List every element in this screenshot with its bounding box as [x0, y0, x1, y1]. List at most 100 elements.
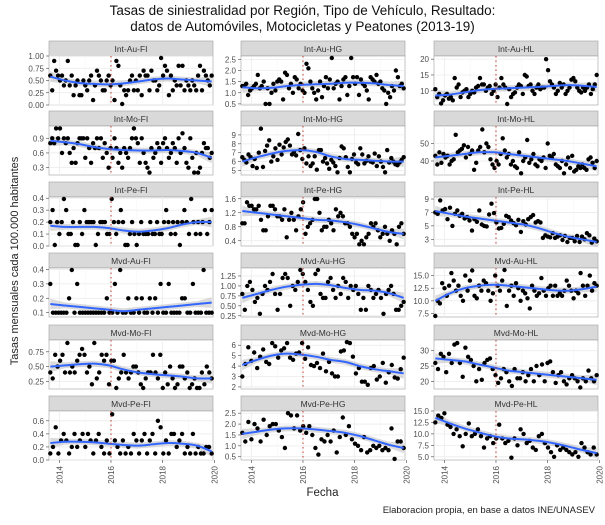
y-tick-label: 5	[425, 222, 430, 231]
data-point	[73, 83, 78, 88]
data-point	[125, 155, 131, 160]
data-point	[145, 73, 150, 78]
data-point	[543, 165, 548, 171]
data-point	[336, 214, 341, 219]
data-point	[533, 447, 538, 453]
data-point	[349, 437, 355, 442]
data-point	[195, 73, 201, 78]
data-point	[514, 165, 520, 171]
data-point	[358, 448, 364, 453]
data-point	[518, 229, 524, 235]
data-point	[335, 170, 340, 175]
data-point	[264, 432, 269, 438]
data-point	[120, 101, 125, 107]
data-point	[591, 445, 596, 450]
data-point	[313, 445, 318, 451]
y-tick-label: 2.0	[225, 420, 237, 429]
data-point	[528, 366, 534, 372]
data-point	[286, 217, 292, 222]
data-point	[302, 90, 307, 96]
y-tick-label: 1.0	[225, 442, 237, 451]
data-point	[304, 430, 309, 435]
data-point	[129, 219, 135, 225]
data-point	[439, 160, 444, 165]
data-point	[69, 160, 74, 165]
data-point	[561, 171, 567, 176]
data-point	[463, 273, 468, 278]
y-tick-label: 8	[232, 140, 237, 149]
data-point	[399, 221, 404, 226]
data-point	[207, 370, 212, 375]
data-point	[193, 231, 198, 237]
data-point	[508, 94, 514, 100]
y-tick-label: 1.2	[225, 209, 237, 218]
title-line-1: Tasas de siniestralidad por Región, Tipo…	[109, 3, 496, 18]
data-point	[250, 163, 255, 169]
data-point	[472, 431, 478, 437]
data-point	[366, 97, 371, 102]
data-point	[491, 440, 496, 446]
data-point	[249, 437, 254, 442]
data-point	[586, 368, 591, 373]
data-point	[279, 217, 285, 222]
y-tick-label: 0.2	[33, 443, 45, 452]
data-point	[353, 283, 358, 289]
data-point	[322, 439, 327, 444]
data-point	[282, 445, 288, 451]
data-point	[382, 170, 388, 175]
data-point	[315, 267, 321, 273]
data-point	[65, 340, 70, 346]
data-point	[139, 136, 144, 141]
data-point	[320, 159, 326, 164]
y-tick-label: 0.00	[28, 101, 44, 110]
data-point	[466, 94, 471, 100]
data-point	[509, 383, 515, 389]
data-point	[542, 379, 547, 384]
y-tick-label: 7.5	[418, 309, 430, 318]
y-tick-label: 6	[232, 341, 237, 350]
data-point	[502, 267, 507, 273]
y-tick-label: 3	[425, 235, 430, 244]
data-point	[525, 137, 530, 143]
data-point	[164, 207, 169, 213]
data-point	[242, 307, 247, 312]
data-point	[147, 438, 152, 443]
data-point	[325, 432, 330, 438]
data-point	[350, 354, 356, 359]
data-point	[56, 451, 61, 456]
data-point	[471, 167, 477, 172]
data-point	[267, 138, 272, 143]
data-point	[455, 340, 460, 346]
data-point	[534, 363, 539, 369]
data-point	[168, 231, 173, 237]
data-point	[98, 78, 104, 83]
data-point	[557, 80, 562, 86]
data-point	[57, 231, 62, 237]
data-point	[192, 83, 197, 88]
data-point	[161, 451, 166, 456]
data-point	[94, 68, 100, 73]
data-point	[207, 83, 212, 88]
data-point	[90, 97, 96, 103]
data-point	[85, 431, 91, 437]
y-tick-label: 0.50	[220, 302, 236, 311]
data-point	[67, 150, 72, 156]
strip-label: Int-Au-HG	[304, 44, 342, 54]
y-tick-label: 7	[425, 208, 430, 217]
data-point	[365, 382, 370, 387]
data-point	[587, 273, 592, 278]
data-point	[305, 345, 311, 350]
data-point	[111, 358, 117, 363]
data-point	[119, 370, 124, 375]
data-point	[254, 165, 259, 171]
data-point	[48, 219, 53, 225]
data-point	[158, 425, 163, 430]
data-point	[313, 271, 318, 277]
data-point	[158, 55, 164, 61]
data-point	[322, 155, 328, 161]
smooth-trend-line	[50, 75, 212, 86]
data-point	[499, 75, 504, 81]
data-point	[304, 61, 309, 66]
data-point	[245, 92, 251, 98]
data-point	[275, 307, 280, 312]
